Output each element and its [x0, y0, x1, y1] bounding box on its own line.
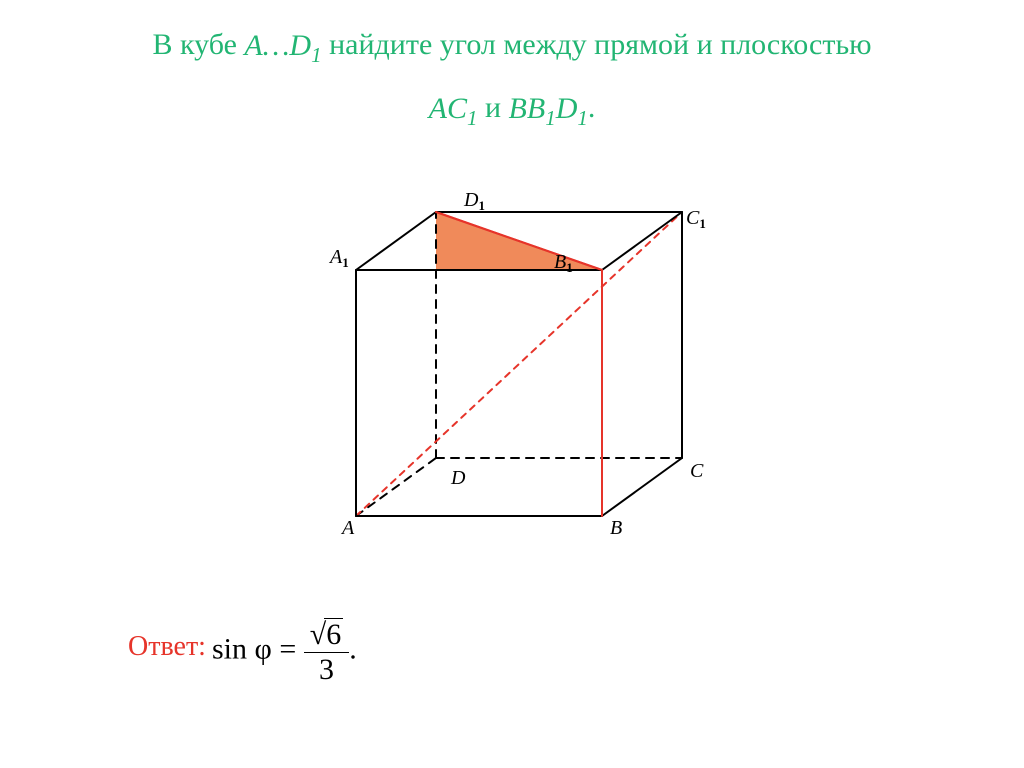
- BBD-D: D: [556, 92, 578, 125]
- AD1-sub: 1: [311, 43, 322, 67]
- title-and: и: [477, 91, 508, 124]
- title-AD1: A…D1: [244, 23, 321, 72]
- sqrt-val: 6: [326, 618, 341, 651]
- cube-diagram: A B C D A1 B1 C1 D1: [312, 188, 712, 548]
- answer-label: Ответ:: [128, 631, 206, 662]
- answer-math: sin φ = √6 3 .: [212, 618, 357, 685]
- BBD-B2: B: [527, 92, 545, 125]
- title-prefix: В кубе: [152, 28, 244, 61]
- answer-block: Ответ: sin φ = √6 3 .: [128, 618, 357, 685]
- frac-num: √6: [304, 618, 349, 653]
- AC1-C: C: [447, 92, 467, 125]
- AD1-A: A: [244, 29, 262, 62]
- svg-text:D: D: [450, 467, 466, 489]
- svg-text:D1: D1: [463, 189, 485, 213]
- answer-eq: =: [272, 632, 304, 665]
- BBD-s1: 1: [545, 106, 556, 130]
- answer-tail: .: [349, 632, 357, 665]
- BBD-B1: B: [509, 92, 527, 125]
- title-line-1: В кубе A…D1 найдите угол между прямой и …: [0, 22, 1024, 71]
- svg-text:B: B: [610, 517, 622, 539]
- title-BBD: BB1D1: [509, 86, 588, 135]
- title-block: В кубе A…D1 найдите угол между прямой и …: [0, 22, 1024, 135]
- answer-frac: √6 3: [304, 618, 349, 685]
- svg-text:C1: C1: [686, 207, 706, 231]
- title-AC1: AC1: [429, 86, 478, 135]
- svg-text:B1: B1: [554, 251, 573, 275]
- AC1-A: A: [429, 92, 447, 125]
- title-mid: найдите угол между прямой и плоскостью: [322, 28, 872, 61]
- sqrt: √6: [310, 618, 343, 651]
- answer-sin: sin: [212, 632, 255, 665]
- AD1-D: D: [289, 29, 311, 62]
- svg-text:A: A: [340, 517, 355, 539]
- AC1-sub: 1: [467, 106, 478, 130]
- title-line-2: AC1 и BB1D1 .: [0, 85, 1024, 134]
- BBD-s2: 1: [577, 106, 588, 130]
- svg-text:A1: A1: [328, 246, 349, 270]
- sqrt-vinc: 6: [324, 618, 343, 651]
- answer-phi: φ: [254, 632, 271, 665]
- frac-den: 3: [304, 653, 349, 686]
- svg-text:C: C: [690, 460, 704, 482]
- title-period: .: [588, 91, 596, 124]
